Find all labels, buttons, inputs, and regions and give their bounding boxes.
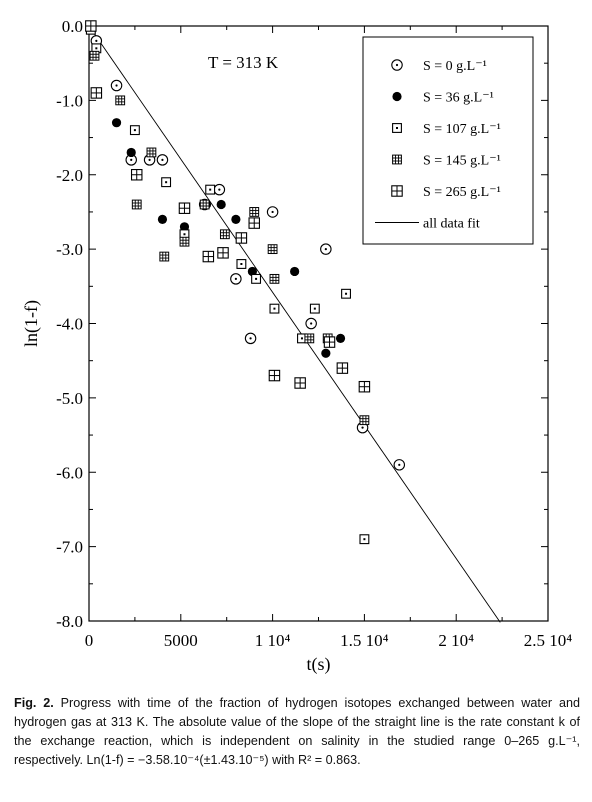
data-point-series-4: [130, 169, 143, 181]
data-point-series-3: [304, 333, 315, 344]
legend-marker: [392, 91, 402, 102]
data-point-series-4: [248, 217, 260, 229]
data-point-series-4: [336, 362, 349, 374]
data-point-series-4: [323, 336, 336, 348]
data-point-series-1: [216, 199, 226, 210]
data-point-series-2: [269, 303, 280, 314]
data-point-series-1: [247, 266, 258, 277]
data-point-series-2: [341, 288, 351, 299]
data-point-series-3: [219, 229, 230, 240]
data-point-series-2: [359, 534, 370, 545]
data-point-series-4: [358, 380, 371, 393]
data-point-series-4: [90, 87, 103, 99]
legend-marker: [392, 123, 402, 133]
data-point-series-2: [251, 273, 262, 284]
caption-label: Fig. 2.: [14, 696, 54, 710]
x-tick-label: 1.5 10⁴: [340, 631, 389, 650]
legend-label: all data fit: [423, 217, 480, 232]
x-tick-label: 2.5 10⁴: [524, 631, 573, 650]
data-point-series-1: [126, 147, 136, 158]
data-point-series-3: [146, 147, 157, 158]
data-point-series-3: [131, 199, 142, 210]
y-tick-label: 0.0: [62, 17, 83, 36]
data-point-series-0: [244, 332, 257, 345]
data-point-series-1: [290, 266, 300, 277]
legend-box: [362, 36, 534, 245]
y-tick-label: -4.0: [56, 315, 83, 334]
data-point-series-0: [230, 273, 242, 285]
y-tick-labels: 0.0 -1.0 -2.0 -3.0 -4.0 -5.0 -6.0 -7.0 -8.0: [56, 17, 83, 631]
x-tick-label: 0: [85, 631, 94, 650]
data-point-series-3: [115, 95, 126, 106]
data-point-series-4: [235, 232, 248, 244]
data-point-series-4: [268, 369, 281, 382]
data-point-series-1: [231, 214, 241, 224]
caption-text: Progress with time of the fraction of hy…: [14, 696, 580, 767]
x-axis-title: t(s): [307, 654, 331, 675]
legend-label: S = 107 g.L⁻¹: [423, 122, 501, 137]
fit-line-layer: [88, 25, 501, 623]
legend-marker: [391, 185, 403, 197]
data-point-series-2: [129, 125, 140, 136]
data-point-series-3: [89, 50, 100, 61]
y-tick-label: -8.0: [56, 612, 83, 631]
data-points: [85, 20, 406, 545]
data-point-series-1: [335, 333, 346, 343]
legend-label: S = 0 g.L⁻¹: [423, 59, 487, 74]
y-tick-label: -3.0: [56, 240, 83, 259]
data-point-series-2: [236, 259, 247, 269]
x-tick-label: 5000: [164, 631, 198, 650]
fit-line: [88, 25, 501, 623]
data-point-series-1: [321, 348, 331, 358]
data-point-series-0: [266, 206, 279, 218]
data-point-series-2: [205, 184, 216, 195]
y-tick-label: -5.0: [56, 389, 83, 408]
data-point-series-4: [294, 377, 306, 389]
legend-marker: [391, 59, 403, 71]
figure-caption: Fig. 2. Progress with time of the fracti…: [14, 694, 580, 770]
x-tick-label: 1 10⁴: [255, 631, 291, 650]
legend-label: S = 36 g.L⁻¹: [423, 91, 494, 106]
data-point-series-0: [110, 79, 123, 92]
data-point-series-4: [217, 247, 229, 259]
data-point-series-0: [320, 243, 332, 255]
data-point-series-3: [179, 236, 190, 247]
data-point-series-3: [267, 244, 278, 255]
x-tick-labels: 0 5000 1 10⁴ 1.5 10⁴ 2 10⁴ 2.5 10⁴: [85, 631, 573, 650]
data-point-series-1: [157, 214, 168, 224]
data-point-series-3: [199, 199, 210, 210]
data-point-series-1: [179, 222, 190, 232]
temperature-annotation: T = 313 K: [208, 53, 279, 72]
data-point-series-3: [359, 415, 370, 426]
data-point-series-3: [249, 207, 260, 217]
legend-label: S = 265 g.L⁻¹: [423, 185, 501, 200]
legend: S = 0 g.L⁻¹ S = 36 g.L⁻¹ S = 107 g.L⁻¹ S = …: [362, 36, 534, 245]
data-point-series-2: [309, 303, 320, 314]
data-point-series-4: [85, 20, 97, 32]
y-tick-label: -7.0: [56, 538, 83, 557]
axis-ticks: [88, 25, 549, 622]
data-point-series-3: [159, 251, 170, 262]
legend-label: S = 145 g.L⁻¹: [423, 154, 501, 169]
data-point-series-1: [111, 118, 122, 128]
y-tick-label: -1.0: [56, 91, 83, 110]
data-point-series-0: [305, 317, 317, 330]
data-point-series-3: [269, 273, 280, 284]
y-tick-label: -2.0: [56, 166, 83, 185]
data-point-series-4: [178, 202, 191, 214]
data-point-series-0: [156, 154, 169, 166]
data-point-series-0: [393, 459, 406, 471]
y-tick-label: -6.0: [56, 463, 83, 482]
data-point-series-4: [202, 250, 215, 263]
data-point-series-0: [213, 183, 226, 196]
x-tick-label: 2 10⁴: [438, 631, 474, 650]
y-axis-title: ln(1-f): [21, 300, 42, 347]
legend-marker: [392, 154, 402, 165]
scatter-chart: 0 5000 1 10⁴ 1.5 10⁴ 2 10⁴ 2.5 10⁴ 0.0 -1.0 -2.…: [21, 17, 573, 675]
data-point-series-2: [161, 177, 172, 188]
